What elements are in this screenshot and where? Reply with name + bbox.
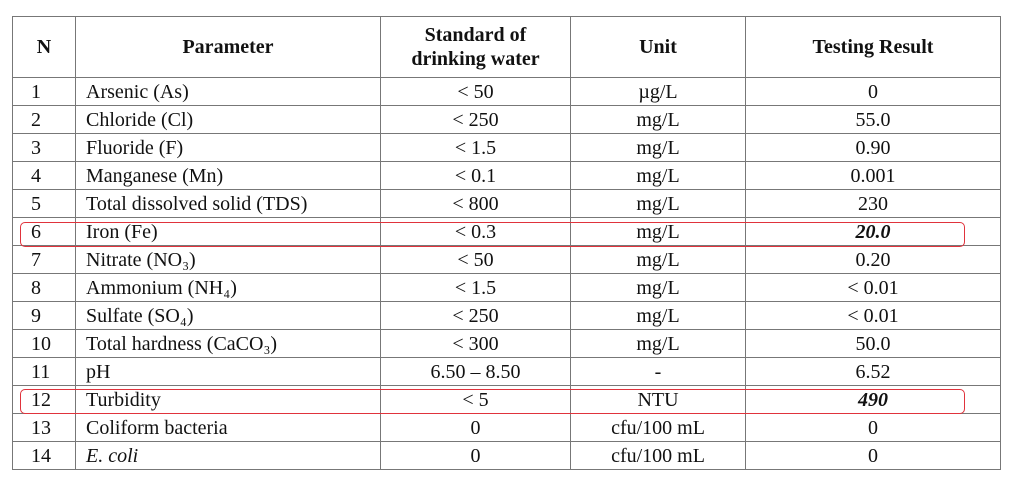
parameter: Total hardness (CaCO₃): [75, 329, 381, 358]
table-row: 2 Chloride (Cl) < 250 mg/L 55.0: [12, 105, 1001, 134]
table-row: 4 Manganese (Mn) < 0.1 mg/L 0.001: [12, 161, 1001, 190]
unit: mg/L: [570, 105, 746, 134]
results-table: N Parameter Standard of drinking water Unit…: [12, 16, 1001, 470]
table-row: 3 Fluoride (F) < 1.5 mg/L 0.90: [12, 133, 1001, 162]
table-row: 14 E. coli 0 cfu/100 mL 0: [12, 441, 1001, 470]
unit: NTU: [570, 385, 746, 414]
testing-result: 0: [745, 441, 1001, 470]
table-row: 11 pH 6.50 – 8.50-6.52: [12, 357, 1001, 386]
row-number: 2: [12, 105, 76, 134]
unit: mg/L: [570, 189, 746, 218]
header-cell: N: [12, 16, 76, 78]
parameter: Nitrate (NO₃): [75, 245, 381, 274]
unit: cfu/100 mL: [570, 441, 746, 470]
testing-result: 0: [745, 77, 1001, 106]
standard: < 5: [380, 385, 571, 414]
unit: mg/L: [570, 301, 746, 330]
testing-result: 0.20: [745, 245, 1001, 274]
standard: 0: [380, 413, 571, 442]
standard: 0: [380, 441, 571, 470]
unit: mg/L: [570, 245, 746, 274]
parameter: E. coli: [75, 441, 381, 470]
standard: < 1.5: [380, 273, 571, 302]
standard: < 50: [380, 245, 571, 274]
parameter: Turbidity: [75, 385, 381, 414]
testing-result: 490: [745, 385, 1001, 414]
testing-result: 55.0: [745, 105, 1001, 134]
testing-result: 0.90: [745, 133, 1001, 162]
header-cell: Testing Result: [745, 16, 1001, 78]
parameter: Fluoride (F): [75, 133, 381, 162]
parameter: Ammonium (NH₄): [75, 273, 381, 302]
row-number: 12: [12, 385, 76, 414]
parameter: Total dissolved solid (TDS): [75, 189, 381, 218]
row-number: 8: [12, 273, 76, 302]
row-number: 9: [12, 301, 76, 330]
unit: mg/L: [570, 217, 746, 246]
row-number: 3: [12, 133, 76, 162]
row-number: 5: [12, 189, 76, 218]
unit: mg/L: [570, 133, 746, 162]
standard: < 0.3: [380, 217, 571, 246]
table-row: 9 Sulfate (SO₄) < 250 mg/L < 0.01: [12, 301, 1001, 330]
table-row: 5 Total dissolved solid (TDS) < 800 mg/L 230: [12, 189, 1001, 218]
testing-result: 230: [745, 189, 1001, 218]
parameter: Coliform bacteria: [75, 413, 381, 442]
unit: µg/L: [570, 77, 746, 106]
parameter: pH: [75, 357, 381, 386]
unit: -: [570, 357, 746, 386]
row-number: 4: [12, 161, 76, 190]
testing-result: 50.0: [745, 329, 1001, 358]
parameter: Arsenic (As): [75, 77, 381, 106]
testing-result: < 0.01: [745, 273, 1001, 302]
row-number: 1: [12, 77, 76, 106]
row-number: 7: [12, 245, 76, 274]
header-cell: Standard of drinking water: [380, 16, 571, 78]
header-cell: Unit: [570, 16, 746, 78]
standard: < 50: [380, 77, 571, 106]
table-body: 1 Arsenic (As) < 50 µg/L 0 2 Chloride (Cl) < 25…: [12, 77, 1001, 470]
standard: 6.50 – 8.50: [380, 357, 571, 386]
unit: cfu/100 mL: [570, 413, 746, 442]
testing-result: 6.52: [745, 357, 1001, 386]
table-row: 7 Nitrate (NO₃) < 50 mg/L 0.20: [12, 245, 1001, 274]
unit: mg/L: [570, 329, 746, 358]
standard: < 1.5: [380, 133, 571, 162]
parameter: Iron (Fe): [75, 217, 381, 246]
row-number: 6: [12, 217, 76, 246]
table-row: 10 Total hardness (CaCO₃) < 300 mg/L 50.0: [12, 329, 1001, 358]
parameter: Manganese (Mn): [75, 161, 381, 190]
table-row: 1 Arsenic (As) < 50 µg/L 0: [12, 77, 1001, 106]
standard: < 250: [380, 105, 571, 134]
testing-result: 0: [745, 413, 1001, 442]
standard: < 300: [380, 329, 571, 358]
standard: < 0.1: [380, 161, 571, 190]
table-row: 12 Turbidity < 5 NTU 490: [12, 385, 1001, 414]
testing-result: 0.001: [745, 161, 1001, 190]
row-number: 14: [12, 441, 76, 470]
testing-result: < 0.01: [745, 301, 1001, 330]
row-number: 10: [12, 329, 76, 358]
table-row: 8 Ammonium (NH₄) < 1.5 mg/L < 0.01: [12, 273, 1001, 302]
standard: < 800: [380, 189, 571, 218]
header-row: N Parameter Standard of drinking water Unit…: [12, 16, 1001, 78]
testing-result: 20.0: [745, 217, 1001, 246]
table-row: 13 Coliform bacteria 0 cfu/100 mL 0: [12, 413, 1001, 442]
header-cell: Parameter: [75, 16, 381, 78]
row-number: 11: [12, 357, 76, 386]
row-number: 13: [12, 413, 76, 442]
standard: < 250: [380, 301, 571, 330]
table-row: 6 Iron (Fe) < 0.3 mg/L 20.0: [12, 217, 1001, 246]
unit: mg/L: [570, 161, 746, 190]
parameter: Chloride (Cl): [75, 105, 381, 134]
parameter: Sulfate (SO₄): [75, 301, 381, 330]
unit: mg/L: [570, 273, 746, 302]
